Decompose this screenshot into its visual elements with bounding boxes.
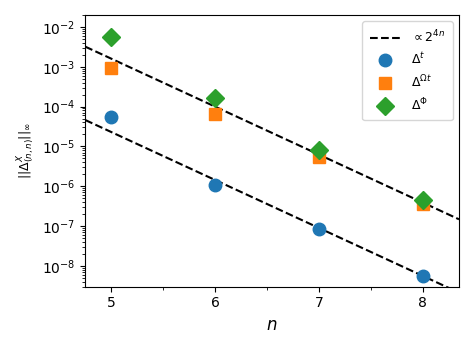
$\Delta^{\Omega t}$	[212, 112, 218, 116]
$\Delta^{\Omega t}$	[420, 202, 426, 207]
Y-axis label: $||\Delta^X_{(n,n)}||_\infty$: $||\Delta^X_{(n,n)}||_\infty$	[15, 122, 36, 179]
$\propto 2^{4n}$	[82, 45, 88, 49]
Line: $\propto 2^{4n}$: $\propto 2^{4n}$	[85, 47, 459, 219]
$\Delta^{\Phi}$	[109, 35, 114, 39]
$\propto 2^{4n}$	[311, 150, 317, 154]
$\Delta^t$	[109, 115, 114, 119]
$\Delta^{\Phi}$	[316, 148, 322, 153]
Line: $\Delta^{\Omega t}$: $\Delta^{\Omega t}$	[105, 61, 429, 211]
$\Delta^t$	[420, 274, 426, 279]
$\propto 2^{4n}$	[456, 217, 462, 221]
$\Delta^t$	[212, 183, 218, 187]
$\Delta^t$	[316, 227, 322, 231]
Legend: $\propto 2^{4n}$, $\Delta^t$, $\Delta^{\Omega t}$, $\Delta^{\Phi}$: $\propto 2^{4n}$, $\Delta^t$, $\Delta^{\…	[362, 21, 453, 120]
$\Delta^{\Omega t}$	[316, 155, 322, 159]
$\propto 2^{4n}$	[421, 201, 427, 205]
$\Delta^{\Phi}$	[212, 96, 218, 100]
$\propto 2^{4n}$	[84, 45, 90, 49]
Line: $\Delta^t$: $\Delta^t$	[105, 111, 429, 282]
$\Delta^{\Omega t}$	[109, 66, 114, 70]
$\propto 2^{4n}$	[304, 147, 310, 151]
X-axis label: $n$: $n$	[266, 316, 278, 334]
$\propto 2^{4n}$	[397, 190, 403, 194]
Line: $\Delta^{\Phi}$: $\Delta^{\Phi}$	[105, 31, 429, 206]
$\propto 2^{4n}$	[305, 147, 310, 151]
$\Delta^{\Phi}$	[420, 198, 426, 202]
